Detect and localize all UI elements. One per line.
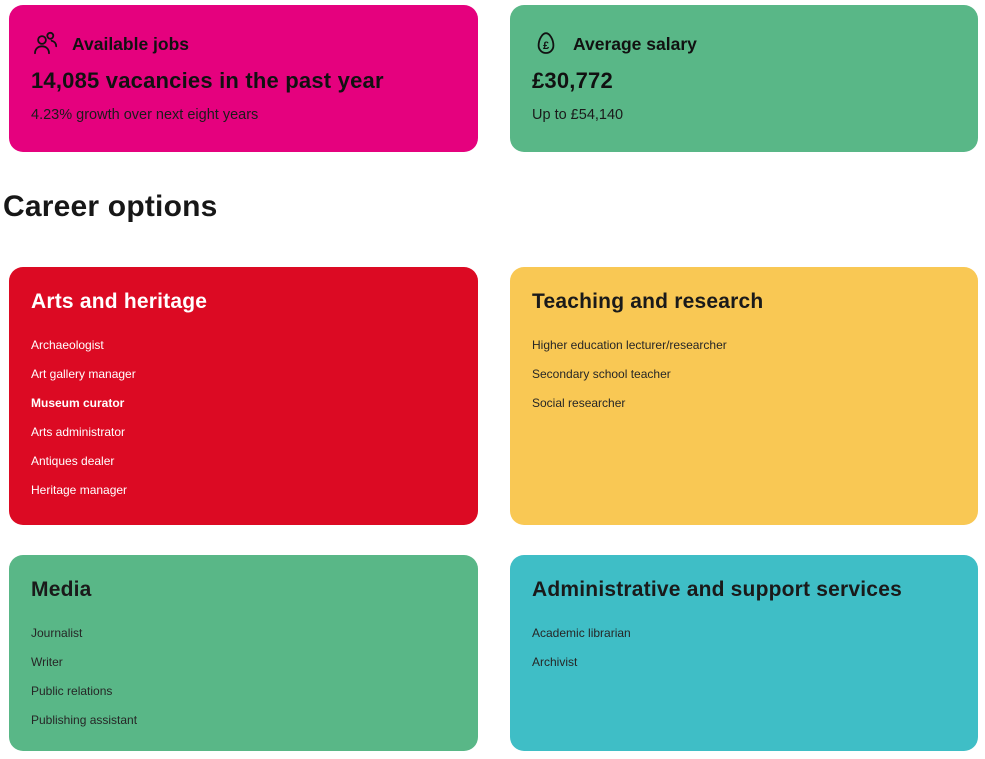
career-item-list: Archaeologist Art gallery manager Museum c… [31,339,456,496]
career-card-title: Arts and heritage [31,290,208,313]
career-card-title: Media [31,578,92,601]
career-card-teaching-and-research: Teaching and research Higher education l… [510,267,978,525]
people-icon [31,30,59,58]
career-card-media: Media Journalist Writer Public relations Pu… [9,555,478,751]
career-item-public-relations[interactable]: Public relations [31,684,113,698]
career-item-list: Higher education lecturer/researcher Seco… [532,339,956,409]
pound-money-icon: £ [532,30,560,58]
available-jobs-title: Available jobs [72,33,190,54]
career-item-list: Journalist Writer Public relations Publishi… [31,627,456,726]
career-item-social-researcher[interactable]: Social researcher [532,396,626,410]
career-item-academic-librarian[interactable]: Academic librarian [532,626,631,640]
svg-text:£: £ [543,40,549,52]
career-item-archaeologist[interactable]: Archaeologist [31,338,104,352]
career-item-journalist[interactable]: Journalist [31,626,83,640]
career-item-arts-administrator[interactable]: Arts administrator [31,425,126,439]
career-card-title: Administrative and support services [532,578,902,601]
average-salary-card: £ Average salary £30,772 Up to £54,140 [510,5,978,152]
average-salary-title-row: £ Average salary [532,30,956,58]
career-item-secondary-school-teacher[interactable]: Secondary school teacher [532,367,671,381]
career-card-arts-and-heritage: Arts and heritage Archaeologist Art galle… [9,267,478,525]
average-salary-subtext: Up to £54,140 [532,107,624,123]
career-item-heritage-manager[interactable]: Heritage manager [31,483,128,497]
career-item-archivist[interactable]: Archivist [532,655,578,669]
career-card-administrative-and-support-services: Administrative and support services Acad… [510,555,978,751]
career-options-heading: Career options [3,190,218,223]
available-jobs-subtext: 4.23% growth over next eight years [31,107,259,123]
career-item-higher-education-lecturer-researcher[interactable]: Higher education lecturer/researcher [532,338,727,352]
career-item-museum-curator[interactable]: Museum curator [31,396,125,410]
career-card-title: Teaching and research [532,290,764,313]
stats-row: Available jobs 14,085 vacancies in the p… [9,5,978,152]
career-options-grid: Arts and heritage Archaeologist Art galle… [9,267,978,751]
available-jobs-headline: 14,085 vacancies in the past year [31,68,384,93]
available-jobs-card: Available jobs 14,085 vacancies in the p… [9,5,478,152]
career-item-art-gallery-manager[interactable]: Art gallery manager [31,367,136,381]
career-item-writer[interactable]: Writer [31,655,63,669]
career-item-antiques-dealer[interactable]: Antiques dealer [31,454,115,468]
career-item-list: Academic librarian Archivist [532,627,956,668]
average-salary-headline: £30,772 [532,68,613,93]
career-item-publishing-assistant[interactable]: Publishing assistant [31,713,138,727]
average-salary-title: Average salary [573,33,697,54]
available-jobs-title-row: Available jobs [31,30,456,58]
